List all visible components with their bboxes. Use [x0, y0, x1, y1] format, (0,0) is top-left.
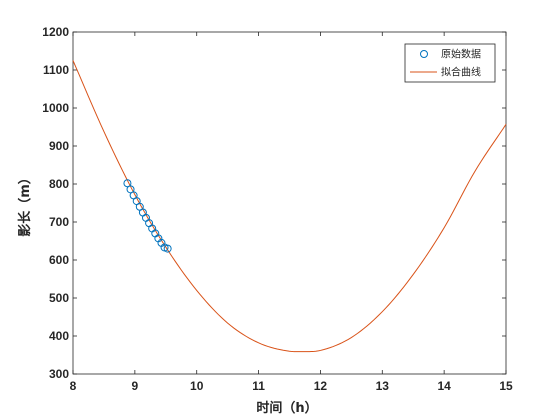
plot-frame: [72, 31, 507, 375]
axis-ticks: [72, 31, 507, 375]
x-axis-label: 时间（h）: [256, 400, 317, 416]
x-tick-label-9: 9: [132, 379, 139, 393]
x-tick-label-10: 10: [190, 379, 204, 393]
y-tick-label-600: 600: [49, 253, 69, 267]
plot-area: [72, 31, 507, 375]
legend-box: [404, 43, 496, 83]
y-tick-labels: 300 400 500 600 700 800 900 1000 1100 1200: [42, 25, 69, 381]
x-tick-label-12: 12: [314, 379, 328, 393]
legend-label-fit-curve: 拟合曲线: [441, 66, 481, 79]
legend: 原始数据 拟合曲线: [404, 43, 496, 83]
y-tick-label-1200: 1200: [42, 25, 69, 39]
y-tick-label-900: 900: [49, 139, 69, 153]
y-tick-label-1000: 1000: [42, 101, 69, 115]
data-point-0: [123, 179, 132, 188]
x-tick-label-14: 14: [437, 379, 451, 393]
y-tick-label-700: 700: [49, 215, 69, 229]
x-tick-label-15: 15: [499, 379, 513, 393]
x-tick-labels: 8 9 10 11 12 13 14 15: [70, 379, 513, 393]
x-tick-label-11: 11: [252, 379, 265, 393]
fit-curve-line: [72, 60, 507, 353]
series-raw-data: [123, 179, 172, 253]
legend-label-raw-data: 原始数据: [441, 48, 481, 61]
y-tick-label-800: 800: [49, 177, 69, 191]
series-fit-curve: [72, 60, 507, 353]
y-tick-label-300: 300: [49, 367, 69, 381]
x-tick-label-13: 13: [376, 379, 390, 393]
y-tick-label-400: 400: [49, 329, 69, 343]
y-tick-label-500: 500: [49, 291, 69, 305]
data-point-1: [126, 185, 135, 194]
data-point-13: [163, 244, 172, 253]
legend-marker-raw-data: [420, 50, 428, 58]
y-tick-label-1100: 1100: [43, 63, 69, 77]
x-tick-label-8: 8: [70, 379, 77, 393]
y-axis-label: 影长（m）: [17, 171, 33, 237]
